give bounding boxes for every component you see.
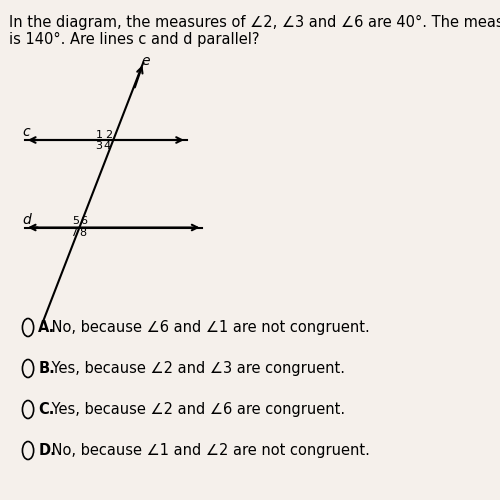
Text: d: d <box>22 213 31 227</box>
Text: B.: B. <box>38 361 55 376</box>
Text: In the diagram, the measures of ∠2, ∠3 and ∠6 are 40°. The measure of ∠1
is 140°: In the diagram, the measures of ∠2, ∠3 a… <box>10 15 500 48</box>
Text: 1: 1 <box>96 130 103 140</box>
Text: Yes, because ∠2 and ∠3 are congruent.: Yes, because ∠2 and ∠3 are congruent. <box>47 361 345 376</box>
Text: e: e <box>142 54 150 68</box>
Text: 4: 4 <box>104 141 110 151</box>
Text: 2: 2 <box>105 130 112 140</box>
Text: C.: C. <box>38 402 54 417</box>
Text: 6: 6 <box>80 216 87 226</box>
Text: No, because ∠1 and ∠2 are not congruent.: No, because ∠1 and ∠2 are not congruent. <box>47 443 370 458</box>
Text: 5: 5 <box>72 216 80 226</box>
Text: No, because ∠6 and ∠1 are not congruent.: No, because ∠6 and ∠1 are not congruent. <box>47 320 370 335</box>
Text: 3: 3 <box>95 141 102 151</box>
Text: 8: 8 <box>79 228 86 238</box>
Text: 7: 7 <box>70 228 78 238</box>
Text: A.: A. <box>38 320 56 335</box>
Text: D.: D. <box>38 443 56 458</box>
Text: c: c <box>22 126 30 140</box>
Text: Yes, because ∠2 and ∠6 are congruent.: Yes, because ∠2 and ∠6 are congruent. <box>47 402 345 417</box>
